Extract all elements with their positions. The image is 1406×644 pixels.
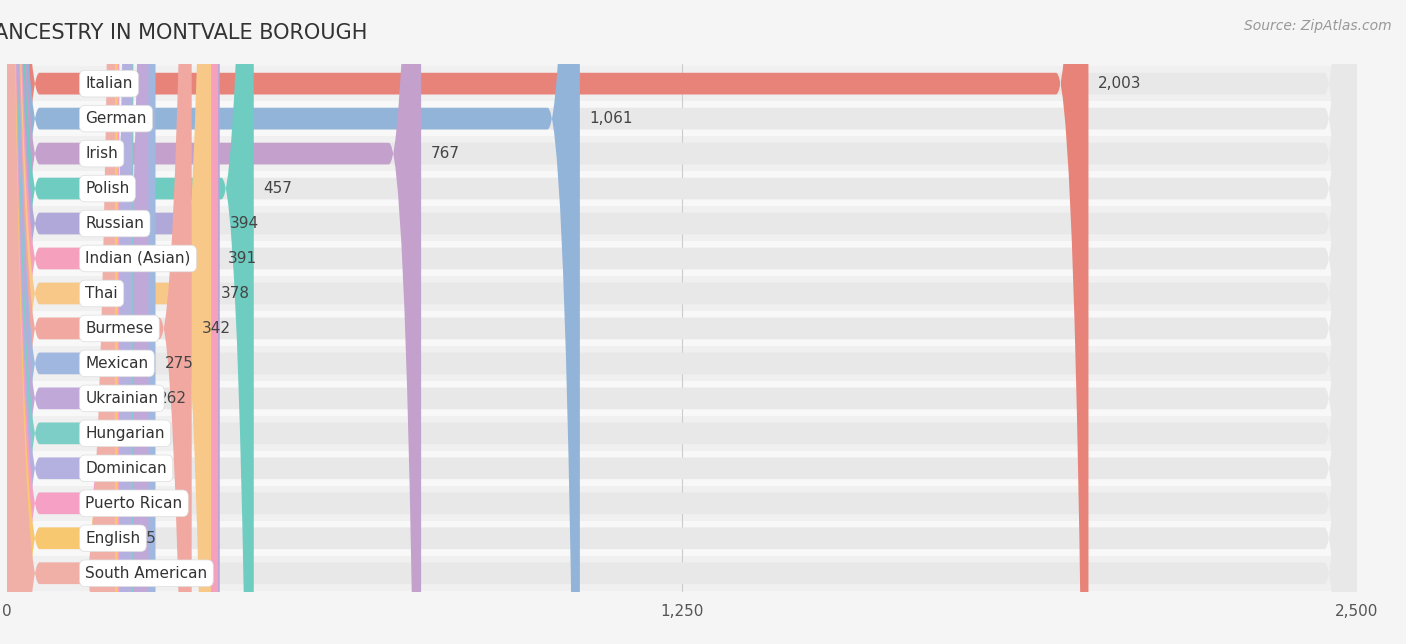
FancyBboxPatch shape [7,0,191,644]
Text: Hungarian: Hungarian [86,426,165,441]
Text: Irish: Irish [86,146,118,161]
Text: Dominican: Dominican [86,461,167,476]
Text: 2,003: 2,003 [1098,76,1142,91]
Text: 342: 342 [201,321,231,336]
Bar [7,206,1357,241]
Bar [7,346,1357,381]
FancyBboxPatch shape [7,0,1357,644]
Text: 234: 234 [143,426,172,441]
Bar [7,276,1357,311]
FancyBboxPatch shape [7,0,579,644]
FancyBboxPatch shape [7,0,1357,644]
Text: ANCESTRY IN MONTVALE BOROUGH: ANCESTRY IN MONTVALE BOROUGH [0,23,367,43]
FancyBboxPatch shape [7,0,1357,644]
FancyBboxPatch shape [7,0,1357,644]
Text: Indian (Asian): Indian (Asian) [86,251,191,266]
FancyBboxPatch shape [7,0,132,644]
Text: 391: 391 [228,251,257,266]
FancyBboxPatch shape [7,0,1357,644]
Bar [7,136,1357,171]
Text: Mexican: Mexican [86,356,149,371]
Text: 457: 457 [263,181,292,196]
FancyBboxPatch shape [7,0,1357,644]
FancyBboxPatch shape [7,0,1357,644]
FancyBboxPatch shape [7,0,1357,644]
FancyBboxPatch shape [7,0,211,644]
Text: 200: 200 [125,565,153,581]
FancyBboxPatch shape [7,0,118,644]
Text: 378: 378 [221,286,250,301]
Text: Italian: Italian [86,76,132,91]
Text: South American: South American [86,565,208,581]
FancyBboxPatch shape [7,0,218,644]
Text: 205: 205 [128,531,156,545]
FancyBboxPatch shape [7,0,1357,644]
Text: 275: 275 [166,356,194,371]
FancyBboxPatch shape [7,0,1357,644]
FancyBboxPatch shape [7,0,1357,644]
FancyBboxPatch shape [7,0,219,644]
FancyBboxPatch shape [7,0,156,644]
FancyBboxPatch shape [7,0,1357,644]
FancyBboxPatch shape [7,0,1357,644]
FancyBboxPatch shape [7,0,149,644]
Text: 767: 767 [430,146,460,161]
Text: 208: 208 [129,496,157,511]
Bar [7,486,1357,521]
Text: Polish: Polish [86,181,129,196]
FancyBboxPatch shape [7,0,1357,644]
Text: 1,061: 1,061 [589,111,633,126]
FancyBboxPatch shape [7,0,1088,644]
Text: Burmese: Burmese [86,321,153,336]
Text: English: English [86,531,141,545]
FancyBboxPatch shape [7,0,120,644]
Bar [7,311,1357,346]
Bar [7,66,1357,101]
Text: Puerto Rican: Puerto Rican [86,496,183,511]
Bar [7,556,1357,591]
Text: Thai: Thai [86,286,118,301]
Bar [7,101,1357,136]
Bar [7,171,1357,206]
Text: Ukrainian: Ukrainian [86,391,159,406]
FancyBboxPatch shape [7,0,115,644]
Text: 394: 394 [229,216,259,231]
Bar [7,381,1357,416]
Text: Source: ZipAtlas.com: Source: ZipAtlas.com [1244,19,1392,33]
FancyBboxPatch shape [7,0,1357,644]
Text: 232: 232 [142,461,172,476]
Bar [7,521,1357,556]
FancyBboxPatch shape [7,0,134,644]
Bar [7,241,1357,276]
Bar [7,416,1357,451]
Text: Russian: Russian [86,216,145,231]
Text: 262: 262 [159,391,187,406]
Text: German: German [86,111,146,126]
FancyBboxPatch shape [7,0,253,644]
Bar [7,451,1357,486]
FancyBboxPatch shape [7,0,422,644]
